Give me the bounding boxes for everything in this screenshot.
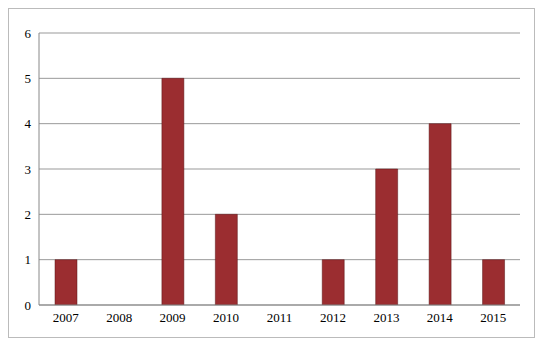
svg-text:2012: 2012	[320, 310, 346, 325]
svg-text:4: 4	[25, 116, 32, 131]
svg-text:2007: 2007	[53, 310, 80, 325]
svg-text:3: 3	[25, 162, 32, 177]
svg-text:6: 6	[25, 26, 32, 41]
svg-text:0: 0	[25, 298, 32, 313]
svg-text:2011: 2011	[267, 310, 293, 325]
svg-text:1: 1	[25, 252, 32, 267]
svg-text:2009: 2009	[160, 310, 186, 325]
svg-text:5: 5	[25, 71, 32, 86]
svg-text:2008: 2008	[106, 310, 132, 325]
svg-text:2014: 2014	[427, 310, 454, 325]
svg-text:2010: 2010	[213, 310, 239, 325]
svg-text:2: 2	[25, 207, 32, 222]
svg-text:2013: 2013	[373, 310, 399, 325]
svg-text:2015: 2015	[480, 310, 506, 325]
